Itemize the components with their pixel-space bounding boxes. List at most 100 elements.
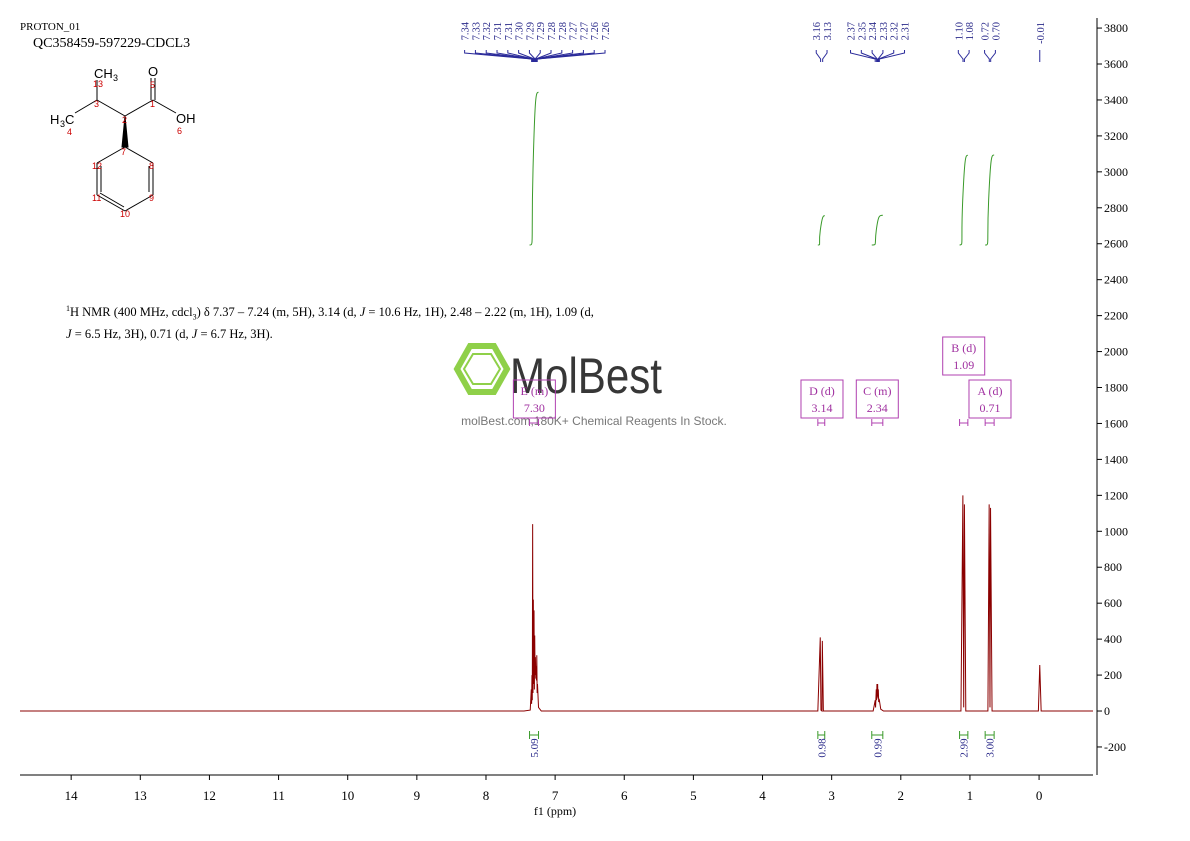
y-tick-label: 3600 [1104, 57, 1128, 71]
watermark-brand: MolBest [510, 348, 662, 404]
y-tick-label: 3800 [1104, 21, 1128, 35]
atom-label: O [148, 64, 158, 79]
peak-label: 3.13 [823, 22, 834, 40]
multiplet-range [529, 419, 540, 426]
peak-label: 2.32 [890, 22, 901, 40]
y-tick-label: 1600 [1104, 416, 1128, 430]
peak-leader [990, 50, 996, 62]
integral-label: 0.99 [872, 738, 884, 758]
integral-bracket [959, 731, 969, 739]
text: = 10.6 Hz, 1H), 2.48 – 2.22 (m, 1H), 1.0… [365, 305, 594, 320]
integral-label: 2.99 [959, 738, 971, 758]
y-tick-label: 0 [1104, 704, 1110, 718]
x-tick-label: 2 [898, 788, 905, 803]
x-tick-label: 12 [203, 788, 216, 803]
atom-number: 8 [149, 161, 154, 171]
peak-label: 7.29 [525, 22, 536, 40]
peak-label: 7.33 [471, 22, 482, 40]
peak-leader [822, 50, 828, 62]
multiplet-range [959, 419, 969, 426]
peak-label: 1.10 [954, 22, 965, 40]
peak-label: 7.32 [482, 22, 493, 40]
peak-leader [850, 50, 876, 62]
y-tick-label: 600 [1104, 596, 1122, 610]
watermark-logo [453, 343, 511, 395]
multiplet-range [871, 419, 884, 426]
integral-bracket [984, 731, 995, 739]
atom-number: 12 [92, 161, 102, 171]
peak-leader [535, 50, 584, 62]
peak-label: 2.34 [868, 21, 879, 40]
multiplet-range [817, 419, 826, 426]
y-tick-label: 1000 [1104, 524, 1128, 538]
atom-number: 3 [94, 99, 99, 109]
x-tick-label: 10 [341, 788, 354, 803]
x-tick-label: 9 [414, 788, 421, 803]
multiplet-shift: 7.30 [524, 401, 545, 415]
multiplet-box [942, 336, 986, 376]
peak-label: 0.72 [981, 22, 992, 40]
sample: QC358459-597229-CDCL3 [33, 36, 190, 51]
multiplet-box [512, 379, 556, 419]
multiplet-shift: 0.71 [979, 401, 1000, 415]
peak-leader [534, 50, 541, 62]
peak-label: 7.26 [590, 22, 601, 40]
peak-label: 7.29 [536, 22, 547, 40]
peak-leader [536, 50, 606, 62]
text: H NMR (400 MHz, cdcl [70, 305, 193, 320]
atom-number: 6 [177, 126, 182, 136]
y-tick-label: 2400 [1104, 273, 1128, 287]
y-tick-label: 200 [1104, 668, 1122, 682]
integral-label: 3.00 [985, 738, 997, 758]
y-tick-label: 1800 [1104, 381, 1128, 395]
integral-curve [959, 154, 968, 246]
x-tick-label: 14 [65, 788, 79, 803]
peak-leader [464, 50, 533, 62]
peak-label: 7.31 [493, 22, 504, 40]
peak-leader [963, 50, 970, 62]
atom-number: 5 [150, 80, 155, 90]
peak-leader [871, 50, 878, 62]
atom-label: C [65, 112, 74, 127]
x-tick-label: 1 [967, 788, 974, 803]
x-tick-label: 0 [1036, 788, 1043, 803]
peak-label: 2.35 [857, 22, 868, 40]
x-tick-label: 7 [552, 788, 559, 803]
integral-bracket [871, 731, 884, 739]
integral-curve [985, 154, 995, 246]
y-tick-label: -200 [1104, 740, 1126, 754]
y-tick-label: 2800 [1104, 201, 1128, 215]
experiment: PROTON_01 [20, 21, 80, 33]
atom-label: CH [94, 66, 113, 81]
peak-leader [957, 50, 964, 62]
peak-label: 3.16 [812, 22, 823, 40]
atom-number: 4 [67, 127, 72, 137]
atom-label: 3 [113, 73, 118, 83]
text: J [359, 305, 366, 320]
peak-leader [485, 50, 534, 62]
peak-leader [878, 50, 895, 62]
x-tick-label: 6 [621, 788, 628, 803]
peak-label: 7.27 [569, 22, 580, 40]
peak-label: 7.30 [515, 22, 526, 40]
peak-leader [535, 50, 563, 62]
peak-label: 7.31 [504, 22, 515, 40]
peak-label: 7.28 [547, 22, 558, 40]
multiplet-box [800, 379, 844, 419]
text: = 6.5 Hz, 3H), 0.71 (d, [71, 326, 192, 341]
multiplet-name: A (d) [977, 384, 1002, 398]
atom-label: H [50, 112, 59, 127]
atom-label: OH [176, 111, 196, 126]
peak-label: 7.34 [461, 21, 472, 40]
peak-leader [815, 50, 822, 62]
atom-number: 11 [92, 193, 101, 203]
text: 3 [192, 312, 197, 322]
peak-leader [518, 50, 535, 62]
text: = 6.7 Hz, 3H). [197, 326, 273, 341]
watermark-tagline: molBest.com,180K+ Chemical Reagents In S… [461, 414, 727, 428]
multiplet-name: B (d) [951, 341, 976, 355]
y-tick-label: 2200 [1104, 309, 1128, 323]
y-tick-label: 1200 [1104, 488, 1128, 502]
